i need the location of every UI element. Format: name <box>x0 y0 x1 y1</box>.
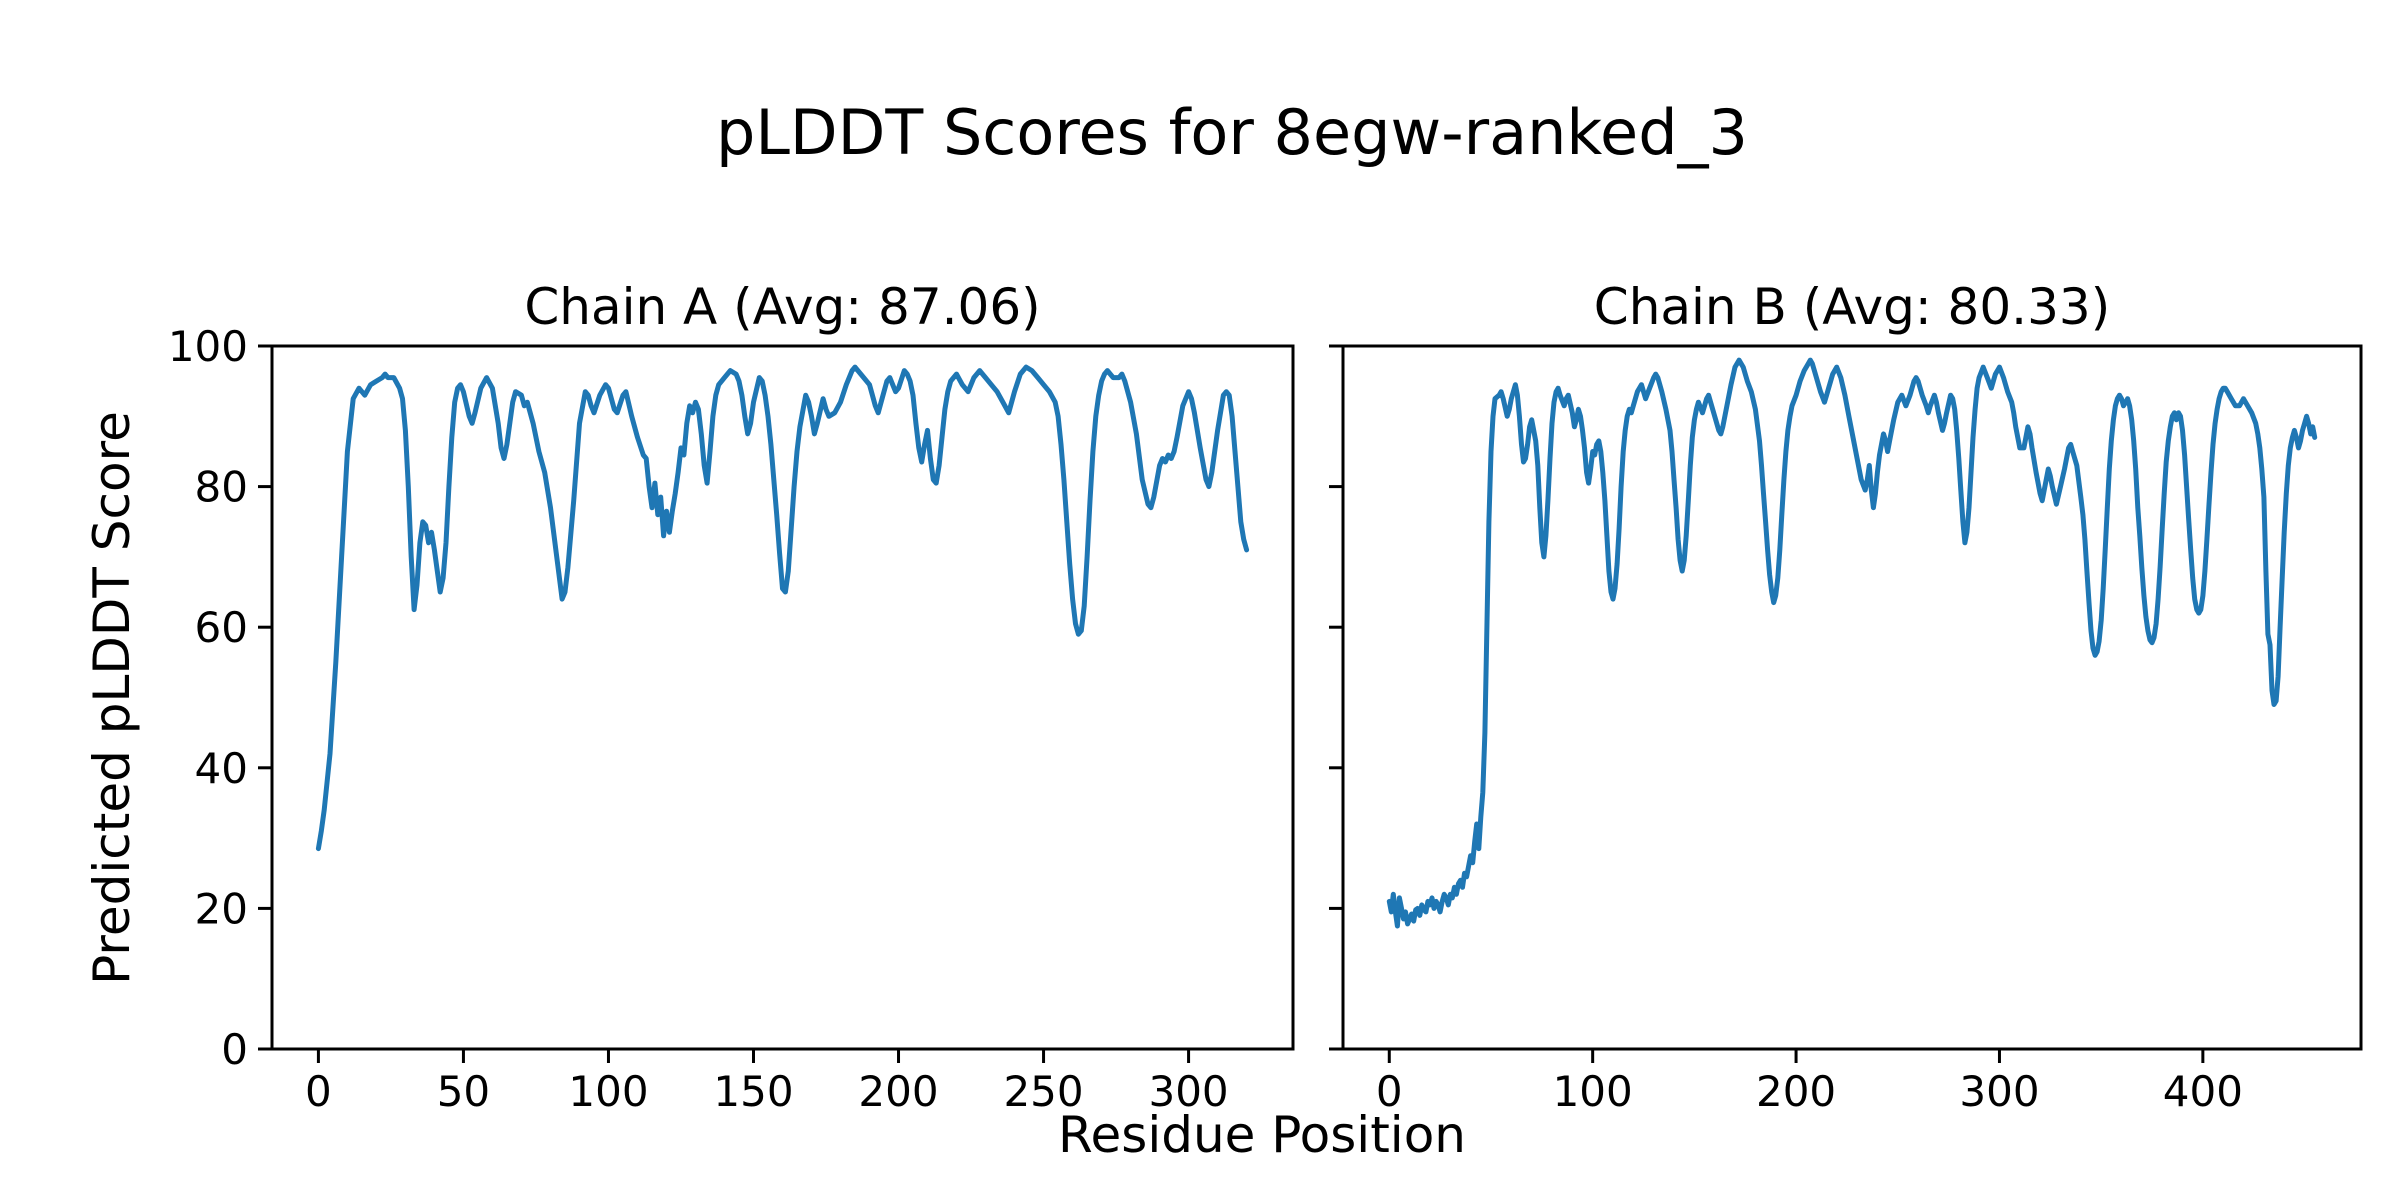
x-tick-label: 300 <box>1959 1067 2039 1116</box>
x-tick-label: 200 <box>858 1067 938 1116</box>
x-tick-label: 100 <box>1553 1067 1633 1116</box>
plot-spines-chain-a <box>270 344 1295 1051</box>
x-tick-label: 0 <box>305 1067 332 1116</box>
chain-a-subplot-title: Chain A (Avg: 87.06) <box>524 278 1041 336</box>
plot-spines-chain-b <box>1341 344 2363 1051</box>
chain-b-subplot-title: Chain B (Avg: 80.33) <box>1593 278 2111 336</box>
x-tick-label: 150 <box>713 1067 793 1116</box>
x-axis-label: Residue Position <box>1058 1106 1466 1164</box>
x-tick-label: 200 <box>1756 1067 1836 1116</box>
x-tick-label: 100 <box>568 1067 648 1116</box>
x-tick-label: 250 <box>1003 1067 1083 1116</box>
plddt-line-chain-a <box>315 364 1250 852</box>
x-tick-label: 50 <box>437 1067 490 1116</box>
x-tick-label: 300 <box>1148 1067 1228 1116</box>
figure-title: pLDDT Scores for 8egw-ranked_3 <box>715 96 1749 169</box>
x-tick-label: 400 <box>2163 1067 2243 1116</box>
y-tick-label: 40 <box>195 744 248 793</box>
y-tick-label: 0 <box>221 1025 248 1074</box>
y-tick-label: 60 <box>195 603 248 652</box>
y-tick-label: 100 <box>168 322 248 371</box>
y-tick-label: 20 <box>195 884 248 933</box>
x-tick-label: 0 <box>1376 1067 1403 1116</box>
y-tick-label: 80 <box>195 463 248 512</box>
plddt-line-chain-b <box>1386 357 2318 929</box>
